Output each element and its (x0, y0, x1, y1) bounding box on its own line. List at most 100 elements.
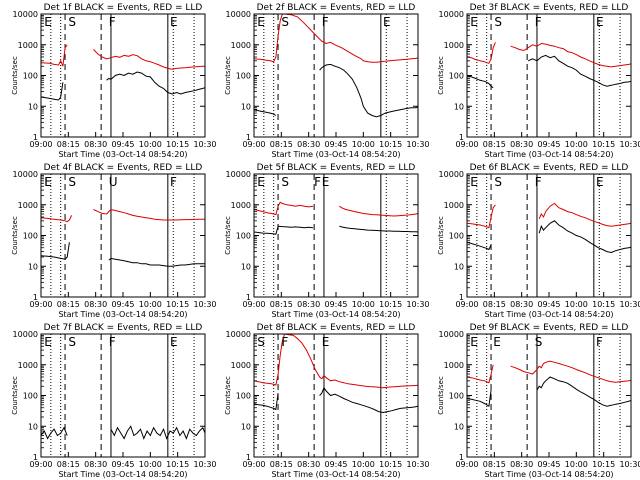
y-tick-label: 100 (449, 232, 464, 241)
x-tick-label: 10:30 (193, 460, 216, 469)
x-tick-label: 10:00 (352, 460, 375, 469)
y-axis-label: Counts/sec (11, 376, 19, 415)
interval-marker-label: F (314, 175, 321, 189)
y-tick-label: 1 (459, 133, 464, 142)
x-tick-label: 08:15 (57, 140, 80, 149)
plot-frame (466, 13, 632, 138)
detector-panel-1: Det 1f BLACK = Events, RED = LLD E S F E 1 10 1… (11, 3, 217, 159)
events-curve (278, 225, 314, 229)
y-tick-label: 100 (23, 392, 38, 401)
y-axis-label: Counts/sec (11, 216, 19, 255)
y-tick-label: 1 (459, 293, 464, 302)
x-tick-label: 09:45 (111, 140, 134, 149)
x-tick-label: 10:15 (592, 300, 615, 309)
x-axis-label: Start Time (03-Oct-14 08:54:20) (484, 470, 613, 479)
x-tick-label: 08:30 (510, 460, 533, 469)
interval-marker-label: E (170, 15, 178, 29)
x-tick-label: 10:00 (565, 460, 588, 469)
lld-curve (284, 13, 419, 63)
plot-frame (40, 333, 206, 458)
y-tick-label: 10 (28, 102, 38, 111)
interval-marker-label: F (109, 15, 116, 29)
x-tick-label: 10:15 (166, 300, 189, 309)
interval-marker-label: F (109, 335, 116, 349)
x-tick-label: 10:00 (352, 140, 375, 149)
y-tick-label: 1000 (18, 201, 38, 210)
y-tick-label: 10000 (226, 330, 251, 339)
events-curve (527, 54, 632, 87)
panel-title: Det 9f BLACK = Events, RED = LLD (470, 323, 629, 333)
detector-panel-6: Det 6f BLACK = Events, RED = LLD E S F E 1 10 1… (437, 163, 640, 319)
x-tick-label: 10:00 (139, 460, 162, 469)
x-tick-label: 10:00 (565, 140, 588, 149)
x-tick-label: 09:00 (455, 460, 478, 469)
x-tick-label: 09:00 (242, 300, 265, 309)
x-tick-label: 09:45 (111, 300, 134, 309)
events-curve (40, 242, 70, 260)
interval-marker-label: S (68, 335, 76, 349)
x-tick-label: 08:30 (297, 460, 320, 469)
x-tick-label: 10:30 (193, 140, 216, 149)
y-tick-label: 10000 (226, 10, 251, 19)
x-tick-label: 09:45 (324, 460, 347, 469)
x-tick-label: 10:15 (379, 460, 402, 469)
events-curve (253, 393, 279, 411)
interval-marker-label: E (44, 175, 52, 189)
x-tick-label: 08:15 (57, 460, 80, 469)
x-tick-label: 09:45 (537, 140, 560, 149)
events-curve (466, 390, 492, 408)
y-tick-label: 10000 (439, 170, 464, 179)
y-tick-label: 10 (241, 262, 251, 271)
y-axis-label: Counts/sec (437, 376, 445, 415)
x-tick-label: 08:30 (84, 140, 107, 149)
x-tick-label: 09:00 (242, 140, 265, 149)
plot-frame (253, 173, 419, 298)
lld-curve (284, 333, 419, 389)
x-tick-label: 09:45 (324, 140, 347, 149)
x-tick-label: 08:15 (57, 300, 80, 309)
x-tick-label: 10:00 (139, 140, 162, 149)
interval-marker-label: E (596, 15, 604, 29)
x-tick-label: 09:45 (111, 460, 134, 469)
interval-marker-label: U (109, 175, 118, 189)
x-tick-label: 09:00 (29, 300, 52, 309)
interval-marker-label: F (596, 335, 603, 349)
events-curve (40, 82, 64, 101)
y-tick-label: 100 (23, 72, 38, 81)
x-tick-label: 08:15 (270, 140, 293, 149)
events-curve (253, 108, 277, 116)
x-axis-label: Start Time (03-Oct-14 08:54:20) (484, 150, 613, 159)
y-axis-label: Counts/sec (224, 376, 232, 415)
y-tick-label: 100 (236, 392, 251, 401)
y-tick-label: 10 (454, 422, 464, 431)
y-axis-label: Counts/sec (11, 56, 19, 95)
x-tick-label: 10:15 (379, 300, 402, 309)
y-tick-label: 10000 (439, 330, 464, 339)
events-curve (106, 71, 206, 95)
x-tick-label: 09:45 (537, 300, 560, 309)
x-tick-label: 10:30 (406, 300, 429, 309)
panel-title: Det 7f BLACK = Events, RED = LLD (44, 323, 203, 333)
panel-title: Det 2f BLACK = Events, RED = LLD (257, 3, 416, 13)
x-axis-label: Start Time (03-Oct-14 08:54:20) (271, 470, 400, 479)
lld-curve (253, 333, 286, 386)
y-tick-label: 100 (236, 72, 251, 81)
interval-marker-label: F (281, 335, 288, 349)
x-tick-label: 10:00 (139, 300, 162, 309)
x-tick-label: 08:15 (483, 140, 506, 149)
x-tick-label: 08:30 (297, 300, 320, 309)
x-tick-label: 09:00 (242, 460, 265, 469)
interval-marker-label: E (322, 335, 330, 349)
lld-curve (40, 44, 68, 67)
x-tick-label: 08:30 (84, 300, 107, 309)
x-tick-label: 10:30 (619, 460, 640, 469)
y-tick-label: 1000 (231, 361, 251, 370)
y-tick-label: 100 (449, 72, 464, 81)
y-tick-label: 100 (449, 392, 464, 401)
lld-curve (510, 42, 632, 68)
y-tick-label: 1 (246, 293, 251, 302)
x-axis-label: Start Time (03-Oct-14 08:54:20) (484, 310, 613, 319)
y-tick-label: 1 (33, 453, 38, 462)
